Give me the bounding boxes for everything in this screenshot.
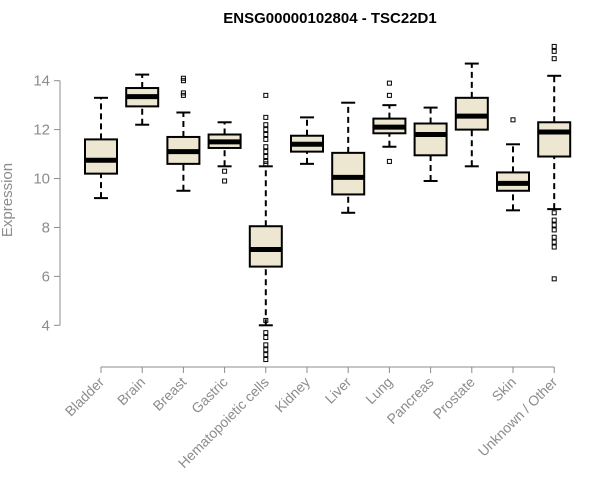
outlier-point (263, 154, 269, 160)
outlier-point (551, 244, 557, 250)
outlier-point (551, 239, 557, 245)
box-group (454, 62, 489, 168)
outlier-point (263, 357, 269, 363)
outlier-point (510, 117, 516, 123)
box (537, 121, 572, 158)
outlier-point (551, 276, 557, 282)
outlier-point (263, 127, 269, 133)
y-tick-label: 4 (42, 317, 50, 334)
y-tick-label: 6 (42, 268, 50, 285)
box (413, 122, 448, 157)
box (248, 225, 283, 268)
outlier-point (263, 158, 269, 164)
outlier-point (222, 168, 228, 174)
outlier-point (551, 227, 557, 233)
outlier-point (222, 178, 228, 184)
outlier-point (551, 56, 557, 62)
x-tick-label: Prostate (430, 374, 478, 422)
box (84, 138, 118, 175)
box (331, 151, 366, 196)
box-group (248, 92, 283, 363)
outlier-point (263, 114, 269, 120)
outlier-point (263, 335, 269, 341)
outlier-point (551, 234, 557, 240)
chart-title: ENSG00000102804 - TSC22D1 (223, 10, 436, 27)
box-group (331, 101, 366, 214)
x-tick-label: Skin (489, 374, 520, 405)
box-group (207, 121, 242, 184)
x-tick-label: Brain (114, 374, 148, 408)
outlier-point (386, 92, 392, 98)
outlier-point (263, 330, 269, 336)
outlier-point (263, 352, 269, 358)
outlier-point (551, 222, 557, 228)
box-group (125, 73, 160, 126)
box-group (290, 116, 324, 165)
y-axis: 4 6 8 10 12 14 (33, 73, 61, 334)
outlier-point (386, 158, 392, 164)
outlier-point (551, 210, 557, 216)
outlier-point (263, 136, 269, 142)
box-plot-series (84, 43, 572, 363)
outlier-point (551, 48, 557, 54)
x-tick-label: Liver (322, 374, 355, 407)
box-group (84, 96, 118, 200)
x-tick-label: Kidney (272, 374, 314, 416)
box-group (496, 117, 530, 212)
box-group (537, 43, 572, 282)
outlier-point (180, 90, 186, 96)
y-tick-label: 10 (33, 171, 50, 188)
y-tick-label: 12 (33, 122, 50, 139)
outlier-point (386, 80, 392, 86)
box-group (413, 106, 448, 182)
y-tick-label: 14 (33, 73, 50, 90)
outlier-point (551, 217, 557, 223)
outlier-point (263, 347, 269, 353)
outlier-point (263, 317, 269, 323)
y-axis-label: Expression (0, 163, 16, 237)
y-tick-label: 8 (42, 219, 50, 236)
outlier-point (263, 144, 269, 150)
outlier-point (263, 132, 269, 138)
outlier-point (263, 92, 269, 98)
outlier-point (263, 122, 269, 128)
box-group (372, 80, 407, 164)
outlier-point (180, 75, 186, 81)
x-tick-label: Breast (150, 374, 190, 414)
outlier-point (263, 342, 269, 348)
outlier-point (263, 149, 269, 155)
outlier-point (551, 43, 557, 49)
x-tick-label: Lung (362, 374, 395, 407)
box-group (166, 75, 201, 192)
x-tick-label: Bladder (62, 374, 108, 420)
